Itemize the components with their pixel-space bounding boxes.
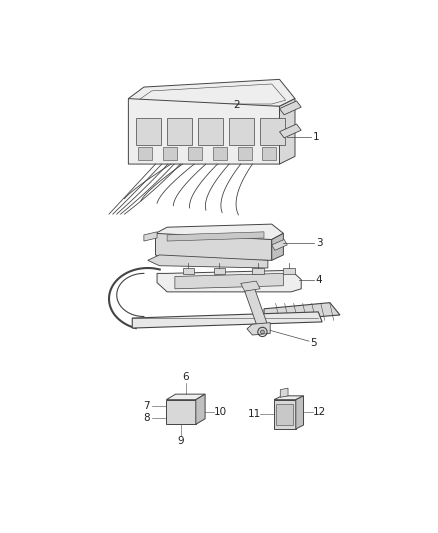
Polygon shape bbox=[196, 394, 205, 424]
Polygon shape bbox=[260, 118, 285, 145]
Text: 2: 2 bbox=[233, 100, 240, 110]
Polygon shape bbox=[198, 118, 223, 145]
Polygon shape bbox=[163, 147, 177, 160]
Polygon shape bbox=[166, 400, 196, 424]
Polygon shape bbox=[136, 118, 161, 145]
Polygon shape bbox=[229, 118, 254, 145]
Polygon shape bbox=[157, 270, 301, 292]
Text: 3: 3 bbox=[316, 238, 322, 248]
Text: 5: 5 bbox=[310, 338, 317, 349]
Polygon shape bbox=[279, 99, 295, 164]
Polygon shape bbox=[155, 224, 283, 239]
Polygon shape bbox=[213, 147, 227, 160]
Polygon shape bbox=[274, 400, 296, 429]
Polygon shape bbox=[272, 239, 287, 251]
Polygon shape bbox=[167, 232, 264, 241]
Polygon shape bbox=[283, 268, 295, 274]
Text: 11: 11 bbox=[248, 409, 261, 419]
Polygon shape bbox=[138, 84, 286, 104]
Polygon shape bbox=[276, 403, 293, 425]
Text: 12: 12 bbox=[312, 407, 325, 417]
Polygon shape bbox=[155, 233, 272, 260]
Polygon shape bbox=[128, 99, 279, 164]
Polygon shape bbox=[175, 273, 283, 289]
Polygon shape bbox=[138, 147, 152, 160]
Polygon shape bbox=[167, 118, 192, 145]
Polygon shape bbox=[279, 124, 301, 138]
Polygon shape bbox=[272, 233, 283, 260]
Polygon shape bbox=[264, 303, 340, 321]
Polygon shape bbox=[183, 268, 194, 274]
Polygon shape bbox=[241, 281, 260, 291]
Text: 6: 6 bbox=[182, 372, 189, 382]
Text: 1: 1 bbox=[313, 132, 319, 142]
Text: 7: 7 bbox=[143, 401, 149, 411]
Polygon shape bbox=[280, 388, 288, 398]
Polygon shape bbox=[214, 268, 225, 274]
Polygon shape bbox=[238, 147, 251, 160]
Text: 10: 10 bbox=[214, 407, 227, 417]
Polygon shape bbox=[262, 147, 276, 160]
Polygon shape bbox=[144, 232, 157, 241]
Text: 8: 8 bbox=[143, 413, 149, 423]
Polygon shape bbox=[245, 289, 268, 328]
Polygon shape bbox=[166, 394, 205, 400]
Polygon shape bbox=[148, 255, 268, 268]
Polygon shape bbox=[128, 79, 295, 106]
Polygon shape bbox=[279, 101, 301, 115]
Text: 9: 9 bbox=[178, 436, 184, 446]
Text: 4: 4 bbox=[316, 274, 322, 285]
Polygon shape bbox=[188, 147, 202, 160]
Polygon shape bbox=[252, 268, 264, 274]
Polygon shape bbox=[132, 312, 322, 328]
Circle shape bbox=[261, 330, 265, 334]
Polygon shape bbox=[274, 396, 304, 400]
Polygon shape bbox=[296, 396, 304, 429]
Polygon shape bbox=[247, 322, 270, 335]
